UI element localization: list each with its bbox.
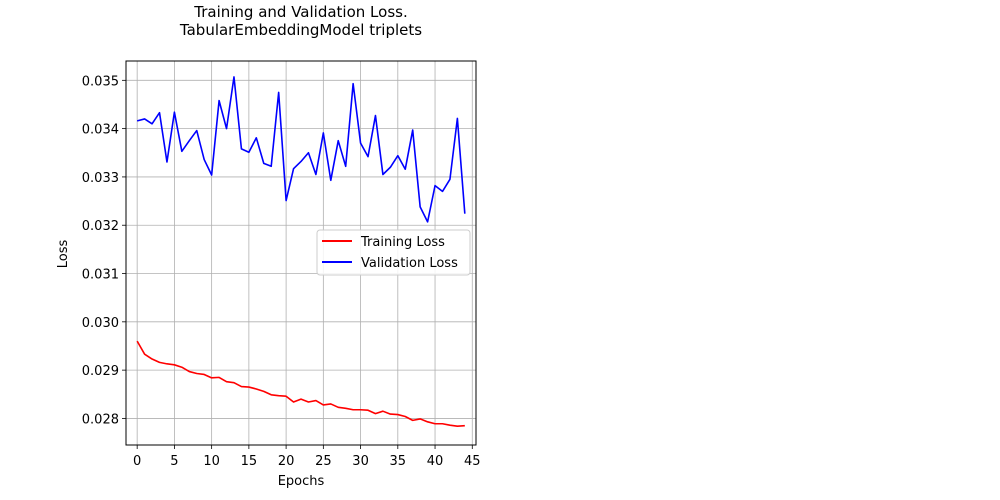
y-tick-label: 0.034 <box>82 123 119 138</box>
x-tick-label: 25 <box>315 454 332 469</box>
y-tick-label: 0.033 <box>82 171 119 186</box>
x-tick-label: 30 <box>352 454 369 469</box>
x-tick-label: 15 <box>241 454 258 469</box>
series-line-training-loss <box>136 340 465 427</box>
x-tick-label: 40 <box>427 454 444 469</box>
x-tick-label: 20 <box>278 454 295 469</box>
x-tick-label: 0 <box>133 454 141 469</box>
y-tick-label: 0.029 <box>82 364 119 379</box>
chart-title-line2: TabularEmbeddingModel triplets <box>179 21 422 39</box>
plot-series <box>136 76 466 427</box>
legend-box <box>316 229 471 276</box>
x-axis-label: Epochs <box>278 474 325 489</box>
x-tick-label: 35 <box>390 454 407 469</box>
x-axis: 0 5 10 15 20 25 30 35 40 45 <box>133 445 481 469</box>
series-line-validation-loss <box>136 76 466 223</box>
y-tick-label: 0.028 <box>82 412 119 427</box>
legend-label-training: Training Loss <box>360 235 445 250</box>
plot-area-frame <box>125 60 477 446</box>
y-axis: 0.028 0.029 0.030 0.031 0.032 0.033 0.034 0.035 <box>82 74 126 427</box>
y-tick-label: 0.030 <box>82 316 119 331</box>
chart-title-line1: Training and Validation Loss. <box>193 3 407 21</box>
y-tick-label: 0.032 <box>82 219 119 234</box>
y-tick-label: 0.035 <box>82 74 119 89</box>
x-tick-label: 45 <box>464 454 481 469</box>
x-tick-label: 5 <box>170 454 178 469</box>
y-tick-label: 0.031 <box>82 268 119 283</box>
legend: Training Loss Validation Loss <box>316 229 471 276</box>
y-axis-label: Loss <box>56 240 71 269</box>
legend-label-validation: Validation Loss <box>361 256 458 271</box>
x-tick-label: 10 <box>203 454 220 469</box>
